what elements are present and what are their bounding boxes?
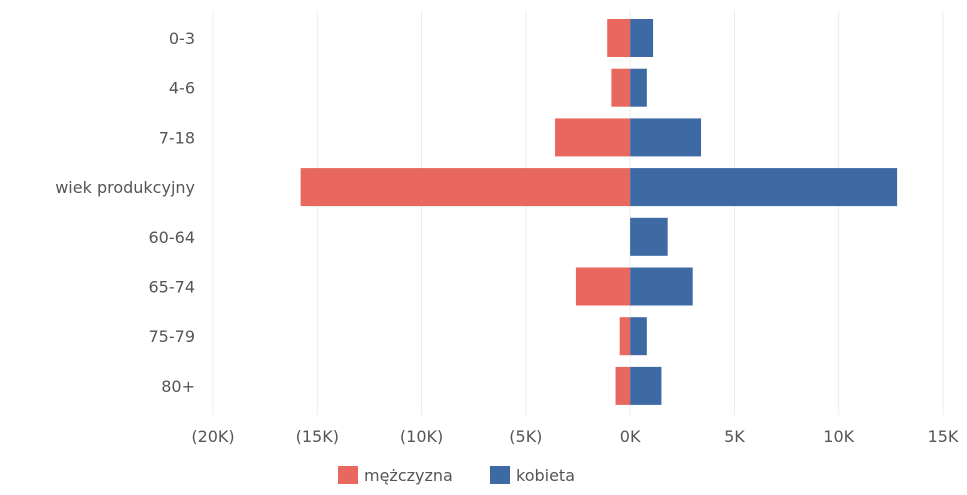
x-axis-ticks: (20K) (15K) (10K) (5K) 0K 5K 10K 15K [191,427,959,446]
bar-mężczyzna-4-6[interactable] [611,68,631,107]
bar-kobieta-75-79[interactable] [630,317,647,356]
category-label-75-79: 75-79 [149,327,196,346]
x-tick-label-6: 10K [823,427,854,446]
bar-kobieta-4-6[interactable] [630,68,647,107]
legend-swatch-kobieta[interactable] [490,466,510,484]
bar-kobieta-wiek-produkcyjny[interactable] [630,168,898,207]
bars-layer [300,19,898,405]
x-tick-label-3: (5K) [509,427,542,446]
bar-kobieta-65-74[interactable] [630,267,693,306]
legend: mężczyzna kobieta [338,466,575,485]
category-labels: 0-3 4-6 7-18 wiek produkcyjny 60-64 65-74 75-7… [55,29,195,396]
category-label-0-3: 0-3 [169,29,195,48]
bar-mężczyzna-0-3[interactable] [607,19,631,57]
category-label-65-74: 65-74 [149,278,196,297]
bar-mężczyzna-65-74[interactable] [575,267,631,306]
bar-kobieta-60-64[interactable] [630,217,668,256]
category-label-7-18: 7-18 [159,128,195,147]
bar-mężczyzna-80[interactable] [615,366,631,405]
bar-kobieta-7-18[interactable] [630,118,702,157]
grid-layer [212,10,944,415]
bar-mężczyzna-wiek-produkcyjny[interactable] [300,168,631,207]
legend-swatch-mężczyzna[interactable] [338,466,358,484]
category-label-wiek-produkcyjny: wiek produkcyjny [55,178,195,197]
category-label-80: 80+ [161,377,195,396]
x-tick-label-5: 5K [724,427,745,446]
bar-mężczyzna-7-18[interactable] [555,118,631,157]
x-tick-label-0: (20K) [191,427,234,446]
bar-kobieta-80[interactable] [630,366,662,405]
x-tick-label-2: (10K) [400,427,443,446]
x-tick-label-7: 15K [928,427,959,446]
x-tick-label-1: (15K) [296,427,339,446]
legend-label-mężczyzna[interactable]: mężczyzna [364,466,453,485]
bar-kobieta-0-3[interactable] [630,19,654,57]
x-tick-label-4: 0K [620,427,641,446]
bar-mężczyzna-75-79[interactable] [619,317,631,356]
category-label-4-6: 4-6 [169,79,195,98]
category-label-60-64: 60-64 [149,228,196,247]
legend-label-kobieta[interactable]: kobieta [516,466,575,485]
